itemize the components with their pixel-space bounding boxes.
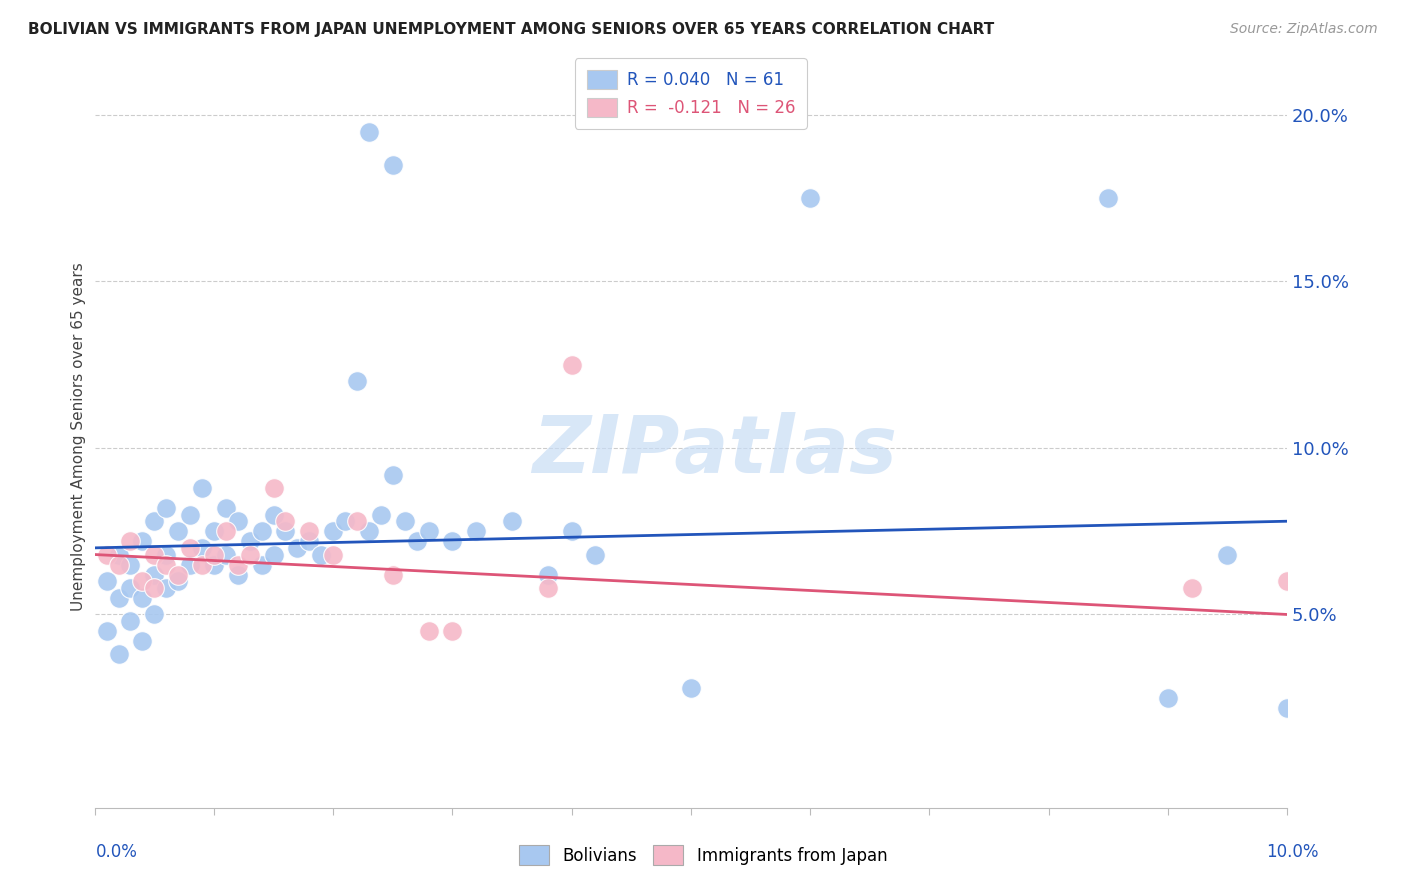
- Point: [357, 524, 380, 539]
- Point: [226, 558, 249, 572]
- Point: [215, 524, 238, 539]
- Point: [107, 558, 129, 572]
- Point: [96, 624, 118, 639]
- Point: [143, 514, 166, 528]
- Point: [202, 558, 225, 572]
- Point: [322, 548, 344, 562]
- Point: [120, 614, 142, 628]
- Point: [537, 567, 560, 582]
- Point: [1097, 191, 1119, 205]
- Point: [191, 481, 214, 495]
- Point: [381, 567, 404, 582]
- Point: [333, 514, 356, 528]
- Point: [322, 524, 344, 539]
- Point: [202, 548, 225, 562]
- Point: [155, 500, 177, 515]
- Text: Source: ZipAtlas.com: Source: ZipAtlas.com: [1230, 22, 1378, 37]
- Point: [263, 548, 285, 562]
- Point: [1275, 700, 1298, 714]
- Point: [155, 548, 177, 562]
- Point: [131, 534, 153, 549]
- Point: [107, 648, 129, 662]
- Point: [143, 607, 166, 622]
- Point: [298, 534, 321, 549]
- Point: [107, 548, 129, 562]
- Text: BOLIVIAN VS IMMIGRANTS FROM JAPAN UNEMPLOYMENT AMONG SENIORS OVER 65 YEARS CORRE: BOLIVIAN VS IMMIGRANTS FROM JAPAN UNEMPL…: [28, 22, 994, 37]
- Point: [1216, 548, 1239, 562]
- Point: [1275, 574, 1298, 589]
- Point: [1180, 581, 1202, 595]
- Point: [215, 548, 238, 562]
- Point: [561, 524, 583, 539]
- Text: 0.0%: 0.0%: [96, 843, 138, 861]
- Point: [96, 548, 118, 562]
- Point: [120, 534, 142, 549]
- Text: ZIPatlas: ZIPatlas: [533, 412, 897, 491]
- Point: [561, 358, 583, 372]
- Point: [143, 581, 166, 595]
- Point: [357, 125, 380, 139]
- Legend: Bolivians, Immigrants from Japan: Bolivians, Immigrants from Japan: [509, 836, 897, 875]
- Point: [537, 581, 560, 595]
- Point: [298, 524, 321, 539]
- Point: [405, 534, 427, 549]
- Point: [370, 508, 392, 522]
- Point: [418, 524, 440, 539]
- Point: [215, 500, 238, 515]
- Point: [346, 514, 368, 528]
- Point: [191, 541, 214, 555]
- Point: [155, 558, 177, 572]
- Point: [263, 481, 285, 495]
- Point: [501, 514, 523, 528]
- Point: [1157, 690, 1180, 705]
- Point: [96, 574, 118, 589]
- Point: [179, 558, 201, 572]
- Point: [167, 524, 190, 539]
- Point: [155, 581, 177, 595]
- Point: [107, 591, 129, 605]
- Point: [287, 541, 309, 555]
- Point: [441, 534, 464, 549]
- Point: [381, 158, 404, 172]
- Point: [381, 467, 404, 482]
- Point: [120, 581, 142, 595]
- Point: [394, 514, 416, 528]
- Point: [226, 567, 249, 582]
- Text: 10.0%: 10.0%: [1267, 843, 1319, 861]
- Point: [346, 375, 368, 389]
- Point: [239, 534, 262, 549]
- Point: [131, 591, 153, 605]
- Point: [274, 514, 297, 528]
- Point: [167, 574, 190, 589]
- Point: [799, 191, 821, 205]
- Point: [226, 514, 249, 528]
- Point: [239, 548, 262, 562]
- Point: [120, 558, 142, 572]
- Point: [263, 508, 285, 522]
- Point: [585, 548, 607, 562]
- Point: [179, 541, 201, 555]
- Y-axis label: Unemployment Among Seniors over 65 years: Unemployment Among Seniors over 65 years: [72, 262, 86, 611]
- Point: [274, 524, 297, 539]
- Point: [418, 624, 440, 639]
- Point: [465, 524, 488, 539]
- Point: [167, 567, 190, 582]
- Point: [250, 524, 273, 539]
- Point: [250, 558, 273, 572]
- Point: [191, 558, 214, 572]
- Point: [131, 574, 153, 589]
- Legend: R = 0.040   N = 61, R =  -0.121   N = 26: R = 0.040 N = 61, R = -0.121 N = 26: [575, 59, 807, 128]
- Point: [441, 624, 464, 639]
- Point: [309, 548, 332, 562]
- Point: [131, 634, 153, 648]
- Point: [202, 524, 225, 539]
- Point: [143, 567, 166, 582]
- Point: [679, 681, 702, 695]
- Point: [143, 548, 166, 562]
- Point: [179, 508, 201, 522]
